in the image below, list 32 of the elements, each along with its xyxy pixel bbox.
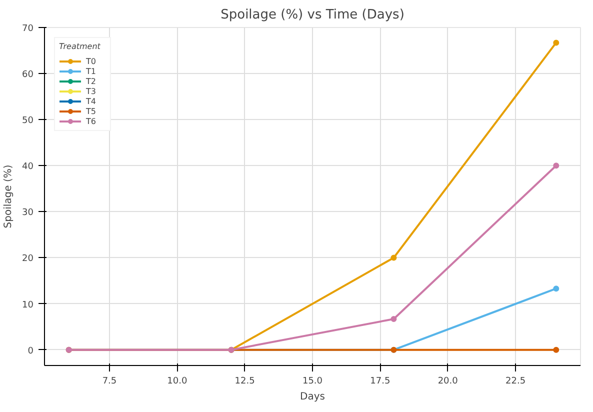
x-tick-label: 10.0 <box>167 376 188 386</box>
y-axis-title: Spoilage (%) <box>3 164 14 228</box>
x-tick-label: 22.5 <box>506 376 526 386</box>
point <box>553 286 560 292</box>
legend-label: T4 <box>86 96 97 106</box>
legend-label: T3 <box>86 86 97 96</box>
y-tick-label: 70 <box>22 24 34 34</box>
y-tick-label: 30 <box>22 208 34 218</box>
y-tick-label: 10 <box>22 300 34 310</box>
y-tick-label: 60 <box>22 70 34 80</box>
x-tick-label: 12.5 <box>234 376 255 386</box>
chart-title: Spoilage (%) vs Time (Days) <box>220 8 404 22</box>
x-tick-label: 20.0 <box>438 376 458 386</box>
x-axis-title: Days <box>300 392 325 402</box>
x-tick-label: 15.0 <box>302 376 323 386</box>
legend-label: T1 <box>86 66 97 76</box>
legend-label: T5 <box>86 106 97 116</box>
y-tick-label: 40 <box>22 162 34 172</box>
y-tick-label: 50 <box>22 116 34 126</box>
legend-label: T0 <box>86 56 97 66</box>
point <box>553 40 560 46</box>
x-tick-label: 17.5 <box>370 376 390 386</box>
legend-label: T2 <box>86 76 97 86</box>
point <box>553 162 560 169</box>
legend-label: T6 <box>86 116 97 126</box>
x-tick-label: 7.5 <box>102 376 117 386</box>
point <box>390 316 397 322</box>
point <box>390 254 397 261</box>
y-tick-label: 20 <box>22 254 34 264</box>
legend-title: Treatment <box>59 42 102 51</box>
point <box>553 346 560 353</box>
y-tick-label: 0 <box>28 346 34 356</box>
